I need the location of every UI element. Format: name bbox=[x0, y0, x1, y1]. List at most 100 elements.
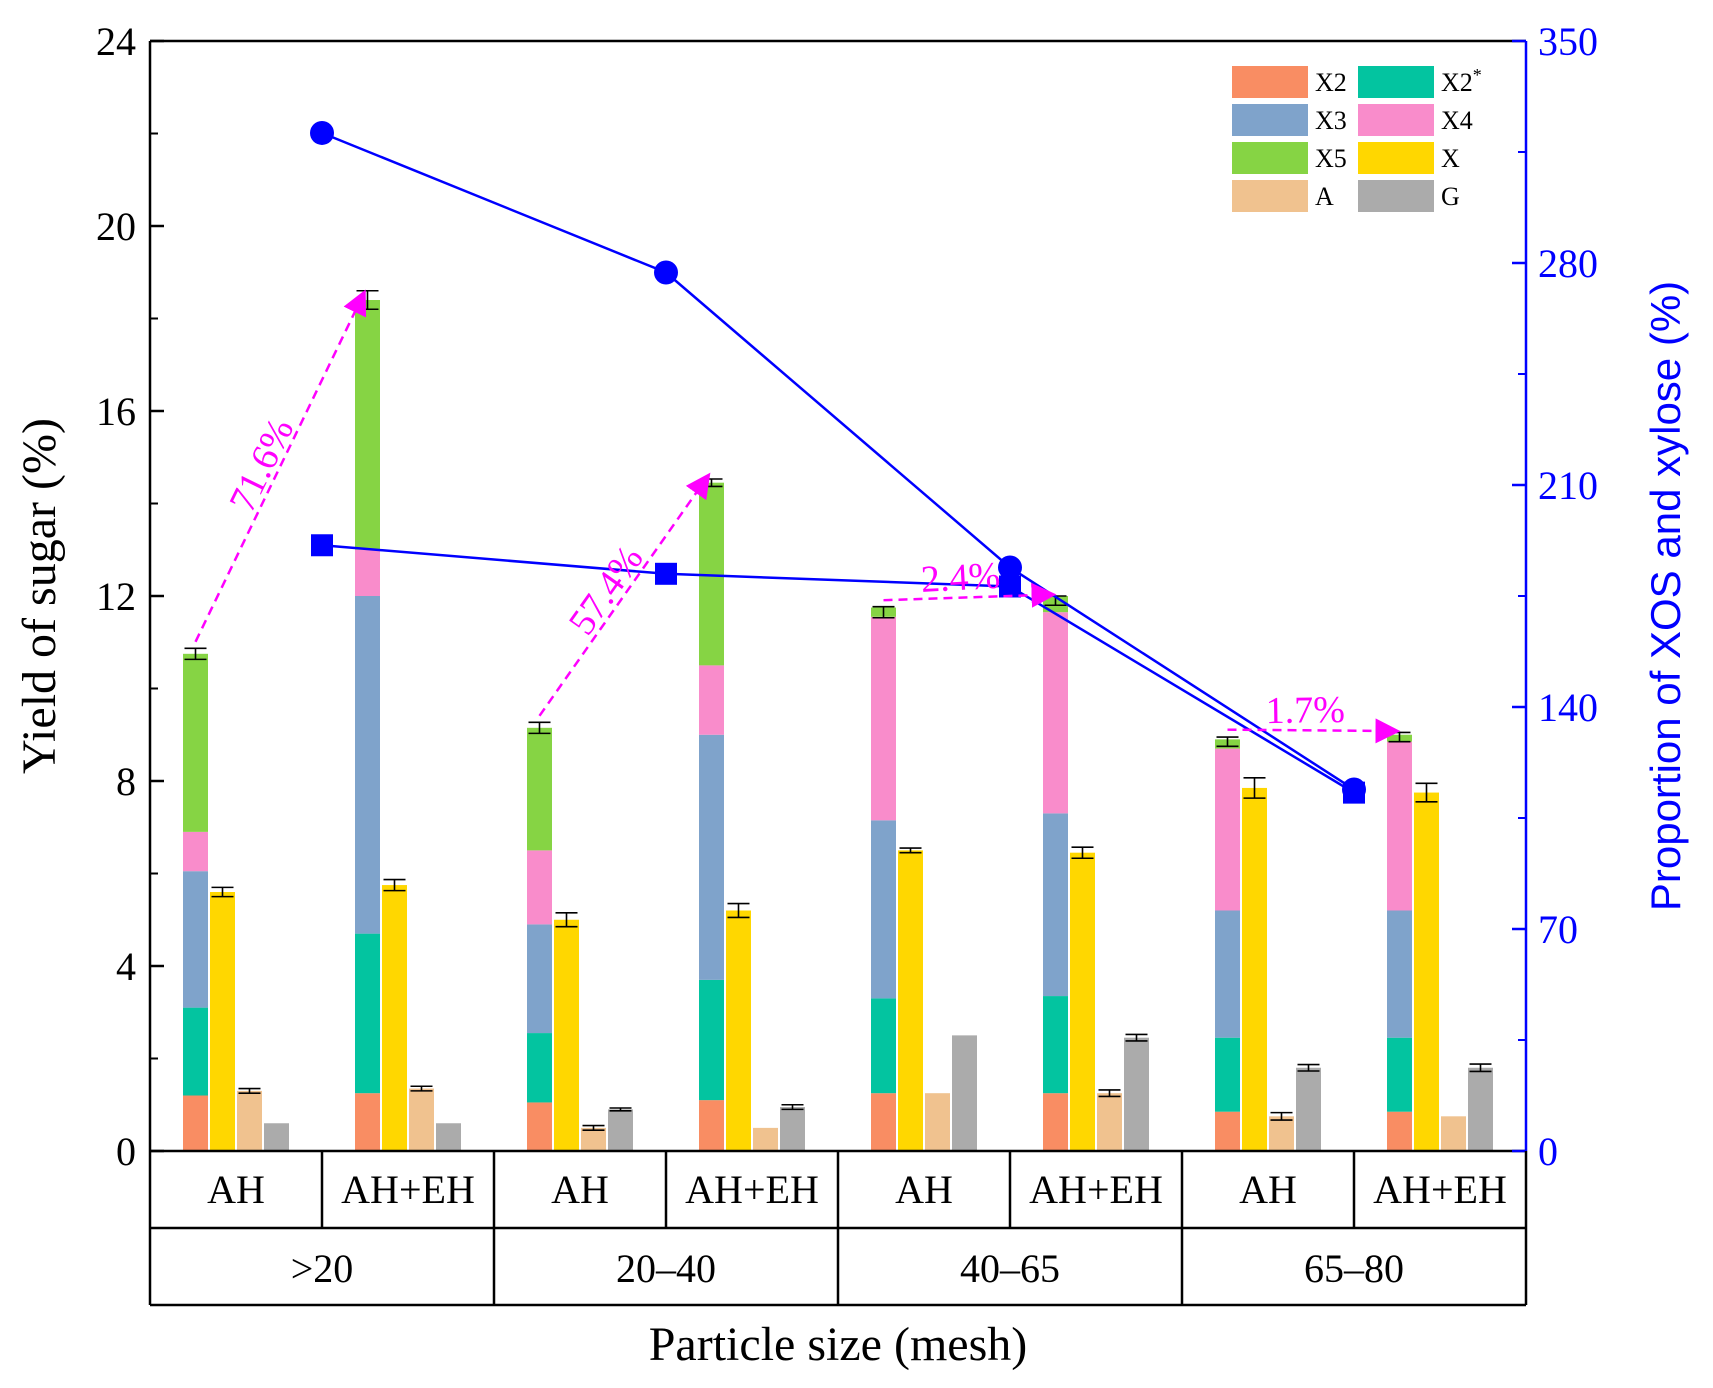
treatment-label: AH bbox=[551, 1167, 609, 1212]
bar-G-3 bbox=[608, 1109, 633, 1151]
treatment-label: AH bbox=[895, 1167, 953, 1212]
treatment-label: AH+EH bbox=[1373, 1167, 1507, 1212]
bar-X2s-7 bbox=[1215, 1037, 1240, 1112]
y-tick-label: 4 bbox=[116, 944, 136, 989]
y-tick-label: 24 bbox=[96, 19, 136, 64]
y2-tick-label: 280 bbox=[1538, 241, 1598, 286]
bar-A-4 bbox=[753, 1127, 778, 1151]
bar-X-4 bbox=[726, 910, 751, 1151]
bar-X4-7 bbox=[1215, 748, 1240, 911]
right-y-ticks: 0 70 140 210 280 350 bbox=[1512, 19, 1598, 1174]
bar-X2s-1 bbox=[183, 1007, 208, 1096]
legend-swatch-X4 bbox=[1358, 104, 1434, 136]
y-tick-label: 20 bbox=[96, 204, 136, 249]
bar-X4-5 bbox=[871, 616, 896, 821]
bar-G-1 bbox=[264, 1123, 289, 1151]
bar-X2-6 bbox=[1043, 1093, 1068, 1151]
bar-X-8 bbox=[1414, 792, 1439, 1151]
bar-G-5 bbox=[952, 1035, 977, 1151]
bar-X4-8 bbox=[1387, 741, 1412, 911]
y2-axis-title: Proportion of XOS and xylose (%) bbox=[1642, 281, 1689, 911]
treatment-label: AH+EH bbox=[1029, 1167, 1163, 1212]
y2-tick-label: 210 bbox=[1538, 463, 1598, 508]
y-axis-title: Yield of sugar (%) bbox=[13, 418, 66, 774]
legend-swatch-G bbox=[1358, 180, 1434, 212]
bar-A-7 bbox=[1269, 1116, 1294, 1151]
legend: X2 X2* X3 X4 X5 X A G bbox=[1232, 65, 1482, 212]
annotation-label-4: 1.7% bbox=[1265, 689, 1345, 732]
bar-X5-3 bbox=[527, 727, 552, 851]
bar-A-3 bbox=[581, 1127, 606, 1151]
annotation-arrow-2 bbox=[538, 472, 711, 717]
line-circle-series bbox=[321, 131, 1355, 791]
line-square-series bbox=[321, 544, 1355, 794]
bar-X4-3 bbox=[527, 850, 552, 925]
y-tick-label: 16 bbox=[96, 389, 136, 434]
group-label: >20 bbox=[291, 1246, 354, 1291]
legend-swatch-X5 bbox=[1232, 142, 1308, 174]
y-tick-label: 12 bbox=[96, 574, 136, 619]
group-label: 20–40 bbox=[616, 1246, 716, 1291]
bar-A-2 bbox=[409, 1088, 434, 1151]
bar-X2-4 bbox=[699, 1100, 724, 1151]
treatment-label: AH+EH bbox=[685, 1167, 819, 1212]
bar-X5-2 bbox=[355, 300, 380, 550]
bar-X-3 bbox=[554, 919, 579, 1151]
line-point-circle-2 bbox=[654, 260, 678, 285]
bar-X3-1 bbox=[183, 871, 208, 1008]
bar-X2s-5 bbox=[871, 998, 896, 1094]
line-point-square-4 bbox=[1343, 781, 1365, 804]
bar-X2s-8 bbox=[1387, 1037, 1412, 1112]
group-label: 65–80 bbox=[1304, 1246, 1404, 1291]
bar-G-6 bbox=[1124, 1037, 1149, 1151]
bar-X2-7 bbox=[1215, 1111, 1240, 1151]
annotation-arrow-1 bbox=[194, 289, 367, 643]
line-point-square-3 bbox=[999, 575, 1021, 598]
annotation-arrow-4 bbox=[1227, 718, 1401, 744]
bar-X3-4 bbox=[699, 734, 724, 980]
bar-X2s-3 bbox=[527, 1033, 552, 1103]
bar-A-6 bbox=[1097, 1093, 1122, 1151]
left-y-ticks: 0 4 8 12 16 20 24 bbox=[96, 19, 164, 1174]
bar-X4-1 bbox=[183, 831, 208, 872]
bar-X4-6 bbox=[1043, 612, 1068, 814]
legend-swatch-X2s bbox=[1358, 66, 1434, 98]
bar-G-8 bbox=[1468, 1067, 1493, 1151]
bar-X-1 bbox=[210, 892, 235, 1151]
y2-tick-label: 140 bbox=[1538, 685, 1598, 730]
bar-X2-8 bbox=[1387, 1111, 1412, 1151]
y2-tick-label: 70 bbox=[1538, 907, 1578, 952]
treatment-label: AH+EH bbox=[341, 1167, 475, 1212]
bar-X2-1 bbox=[183, 1095, 208, 1151]
bar-X-5 bbox=[898, 850, 923, 1151]
bar-X4-2 bbox=[355, 549, 380, 596]
line-series-layer bbox=[310, 120, 1366, 804]
legend-swatch-A bbox=[1232, 180, 1308, 212]
bar-X3-5 bbox=[871, 820, 896, 999]
bar-X4-4 bbox=[699, 665, 724, 735]
legend-label-X5: X5 bbox=[1315, 144, 1347, 173]
y2-tick-label: 0 bbox=[1538, 1129, 1558, 1174]
bar-A-5 bbox=[925, 1093, 950, 1151]
bar-X-6 bbox=[1070, 852, 1095, 1151]
bars-layer bbox=[183, 300, 1493, 1151]
legend-label-G: G bbox=[1441, 182, 1460, 211]
bar-A-1 bbox=[237, 1090, 262, 1151]
line-point-square-1 bbox=[311, 534, 333, 557]
x-axis-title: Particle size (mesh) bbox=[649, 1318, 1028, 1371]
bar-X2s-4 bbox=[699, 979, 724, 1101]
category-table: AH AH+EH AH AH+EH AH AH+EH AH AH+EH >20 20–40 40–6… bbox=[148, 1151, 1528, 1307]
bar-X2-3 bbox=[527, 1102, 552, 1151]
bar-X2-5 bbox=[871, 1093, 896, 1151]
bar-X3-6 bbox=[1043, 813, 1068, 997]
legend-swatch-X3 bbox=[1232, 104, 1308, 136]
line-point-circle-1 bbox=[310, 120, 334, 145]
legend-label-X2: X2 bbox=[1315, 68, 1347, 97]
bar-G-7 bbox=[1296, 1067, 1321, 1151]
bar-X-2 bbox=[382, 885, 407, 1151]
bar-G-4 bbox=[780, 1107, 805, 1151]
bar-X3-8 bbox=[1387, 910, 1412, 1038]
bar-X-7 bbox=[1242, 787, 1267, 1151]
bar-X3-3 bbox=[527, 924, 552, 1034]
